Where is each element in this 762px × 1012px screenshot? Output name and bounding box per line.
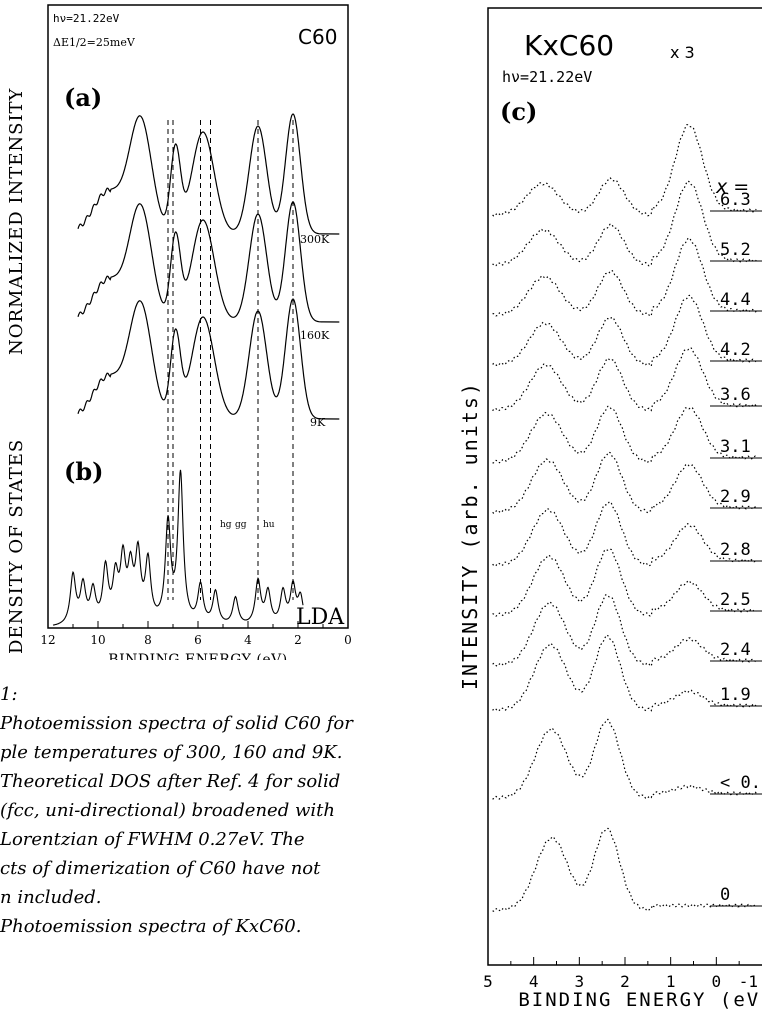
caption-line: Theoretical DOS after Ref. 4 for solid: [0, 771, 341, 792]
series-label: 4.4: [720, 290, 751, 310]
series-label: 6.3: [720, 190, 751, 210]
panel-title-c60: C60: [298, 25, 337, 49]
x-tick-label: 2: [294, 633, 302, 647]
x-tick-label: 12: [40, 633, 55, 647]
spectrum-x-4.4: [492, 237, 757, 317]
peak-label-hg: hg: [220, 520, 232, 530]
x-tick-label: 4: [529, 972, 539, 991]
caption-line: Photoemission spectra of solid C60 for: [0, 713, 353, 734]
series-label: < 0.6: [720, 773, 762, 793]
spectrum-300K: [77, 113, 340, 235]
series-labels-c: 6.3 5.2 4.4 4.2 3.6 3.1 2.9 2.8 2.5 2.4 1.9 < 0.6 0: [710, 190, 762, 907]
series-label: 3.6: [720, 385, 751, 405]
spectrum-9K: [77, 298, 340, 420]
spectrum-x-2.8: [492, 501, 757, 567]
series-label: 3.1: [720, 437, 751, 457]
y-axis-label-c: INTENSITY (arb. units): [458, 381, 482, 690]
panel-title-kxc60: KxC60: [524, 29, 614, 62]
series-label: 2.5: [720, 590, 751, 610]
spectrum-x-1.9: [492, 634, 757, 712]
series-label: 5.2: [720, 240, 751, 260]
panel-label-a: (a): [64, 83, 102, 112]
spectra-c: [492, 124, 757, 912]
x-tick-label: 2: [620, 972, 630, 991]
dos-line: [52, 469, 304, 626]
caption-line: Lorentzian of FWHM 0.27eV. The: [0, 829, 305, 850]
x-tick-label: 8: [144, 633, 152, 647]
series-label: 0: [720, 885, 730, 905]
x-tick-label: 6: [194, 633, 202, 647]
x-tick-label: 3: [575, 972, 585, 991]
x-tick-label: 10: [90, 633, 105, 647]
annotation-lda: LDA: [296, 605, 345, 630]
dos-curve: [52, 469, 304, 626]
scale-note-x3: x 3: [670, 43, 695, 62]
series-label-160k: 160K: [300, 329, 330, 342]
series-label-9k: 9K: [310, 416, 326, 429]
spectrum-x-0: [492, 827, 757, 912]
x-tick-label: 0: [712, 972, 722, 991]
peak-label-gg: gg: [235, 520, 247, 530]
x-axis-label-ab: BINDING ENERGY (eV): [108, 652, 287, 660]
peak-guides-ab: [167, 120, 294, 600]
x-axis-ab: 12 10 8 6 4 2 0: [40, 621, 352, 647]
spectrum-x-5.2: [492, 180, 757, 267]
x-tick-label: 0: [344, 633, 352, 647]
series-label: 2.8: [720, 540, 751, 560]
caption-line: Photoemission spectra of KxC60.: [0, 916, 302, 937]
caption-line: cts of dimerization of C60 have not: [0, 858, 321, 879]
x-tick-label: -1: [739, 972, 758, 991]
series-label: 4.2: [720, 340, 751, 360]
spectra-ab: [77, 113, 340, 420]
x-tick-label: 4: [244, 633, 252, 647]
peak-label-hu: hu: [263, 520, 275, 530]
x-axis-c: 5 4 3 2 1 0 -1: [483, 957, 758, 991]
spectrum-x-4.2: [492, 294, 757, 368]
chart-panel-ab: 12 10 8 6 4 2 0 hν=21.22eV ΔE1/2=25meV C60 (a)…: [6, 4, 352, 660]
chart-panel-c: 5 4 3 2 1 0 -1 6.3 5.2 4.4 4.2 3.6 3.1 2.9 2.8 2.5 2.4 1…: [458, 7, 762, 1011]
series-label: 2.9: [720, 487, 751, 507]
panel-label-c: (c): [500, 97, 537, 126]
spectrum-x-6.3: [492, 124, 757, 217]
caption-line: n included.: [0, 887, 102, 908]
x-axis-label-c: BINDING ENERGY (eV): [518, 989, 762, 1011]
spectrum-x-< 0.6: [492, 718, 757, 800]
spectrum-x-2.9: [492, 451, 757, 514]
x-tick-label: 1: [666, 972, 676, 991]
y-axis-label-intensity: NORMALIZED INTENSITY: [6, 87, 27, 355]
x-tick-label: 5: [483, 972, 493, 991]
panel-label-b: (b): [64, 457, 104, 486]
subtitle-hv: hν=21.22eV: [502, 68, 592, 86]
series-label-300k: 300K: [300, 233, 330, 246]
spectrum-160K: [77, 201, 340, 323]
spectrum-x-2.5: [492, 548, 757, 617]
header-line-2: ΔE1/2=25meV: [53, 36, 136, 49]
series-label: 1.9: [720, 685, 751, 705]
caption-line: (fcc, uni-directional) broadened with: [0, 800, 335, 821]
spectrum-x-3.6: [492, 347, 757, 412]
series-label: 2.4: [720, 640, 751, 660]
y-axis-label-dos: DENSITY OF STATES: [6, 439, 27, 654]
legend-header-x: x =: [715, 176, 749, 198]
header-line-1: hν=21.22eV: [53, 12, 120, 25]
spectrum-x-3.1: [492, 405, 757, 464]
caption-line: ple temperatures of 300, 160 and 9K.: [0, 742, 343, 763]
caption-line: 1:: [0, 684, 18, 705]
